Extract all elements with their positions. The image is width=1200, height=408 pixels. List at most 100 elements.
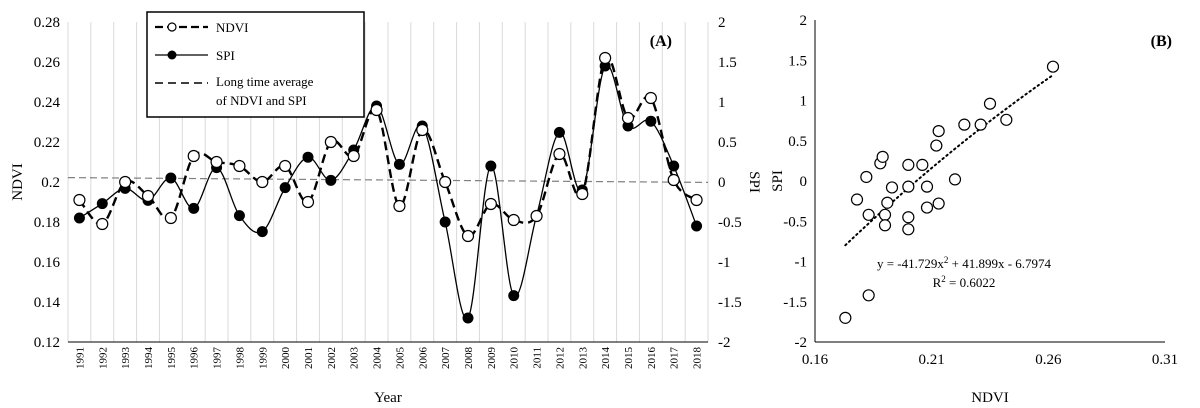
- a-y2-tick-label: -2: [718, 335, 731, 351]
- a-x-tick-label: 2009: [486, 347, 498, 370]
- chart-b: -2 -1.5 -1 -0.5 0 0.5 1 1.5 2 0.16 0.21 0.26 0.31 ND…: [770, 13, 1178, 406]
- b-x-axis-title: NDVI: [971, 390, 1009, 406]
- a-spi-point: [73, 212, 85, 224]
- b-point: [902, 223, 915, 236]
- b-point: [920, 201, 934, 214]
- b-point: [878, 208, 892, 221]
- a-y-tick-label: 0.14: [34, 295, 61, 311]
- b-x-tick-label: 0.26: [1035, 352, 1062, 368]
- a-spi-point: [439, 216, 451, 228]
- a-ndvi-point: [599, 51, 612, 65]
- a-legend-box: [146, 11, 365, 118]
- a-ndvi-point: [644, 91, 657, 105]
- a-ndvi-line: [78, 55, 698, 238]
- a-ndvi-point: [233, 159, 246, 173]
- b-y-axis-title: SPI: [770, 170, 786, 192]
- a-y2-tick-label: 1.5: [718, 55, 737, 71]
- a-y2-tick-label: 0.5: [718, 135, 737, 151]
- a-ndvi-point: [73, 193, 86, 207]
- a-average-line-path: [67, 177, 709, 183]
- b-equation-part2: + 41.899x - 6.7974: [948, 256, 1051, 271]
- a-y-tick-label: 0.18: [34, 215, 60, 231]
- b-r2-label: R: [933, 275, 942, 290]
- b-equation: y = -41.729x2 + 41.899x - 6.7974: [877, 255, 1052, 271]
- a-ndvi-point: [301, 195, 315, 209]
- b-y-tick-label: 1.5: [788, 53, 807, 69]
- b-equation-part1: y = -41.729x: [877, 256, 944, 271]
- b-y-tick-label: 1: [800, 94, 808, 110]
- a-x-tick-label: 1995: [166, 347, 178, 370]
- b-r2-value: = 0.6022: [946, 275, 996, 290]
- a-spi-point: [96, 198, 108, 210]
- a-spi-point: [485, 160, 497, 172]
- a-spi-point: [188, 202, 200, 214]
- a-x-tick-label: 2001: [303, 347, 315, 369]
- a-y-axis-title: NDVI: [10, 163, 26, 201]
- a-y-tick-label: 0.16: [34, 255, 61, 271]
- a-x-tick-label: 2006: [417, 347, 429, 370]
- b-point: [958, 118, 971, 131]
- b-point: [932, 124, 945, 138]
- a-ndvi-point: [256, 175, 269, 189]
- a-spi-point: [302, 151, 314, 163]
- b-y-tick-label: 0: [800, 174, 808, 190]
- a-ndvi-point: [461, 229, 475, 243]
- a-spi-point: [553, 126, 565, 138]
- a-ndvi-point: [164, 211, 177, 225]
- a-y-tick-label: 0.2: [41, 175, 60, 191]
- a-spi-point: [462, 312, 474, 324]
- a-y-tick-label: 0.26: [34, 55, 61, 71]
- a-legend-spi-label: SPI: [216, 48, 235, 63]
- a-y2-tick-label: -1: [718, 255, 731, 271]
- b-x-tick-label: 0.31: [1152, 352, 1178, 368]
- b-point: [850, 193, 864, 206]
- b-point: [902, 211, 915, 224]
- a-x-tick-label: 1992: [97, 347, 109, 369]
- b-x-tick-label: 0.21: [919, 352, 945, 368]
- a-x-tick-label: 2002: [326, 347, 338, 369]
- a-x-tick-label: 1993: [120, 347, 132, 370]
- a-x-tick-label: 2004: [372, 347, 384, 370]
- a-x-tick-label: 2008: [463, 347, 475, 370]
- a-ndvi-point: [484, 197, 497, 211]
- a-x-tick-label: 2005: [394, 347, 406, 370]
- a-ndvi-point: [530, 209, 543, 223]
- b-point: [974, 118, 987, 131]
- a-tick-labels: 0.12 0.14 0.16 0.18 0.2 0.22 0.24 0.26 0.28 -2 -1.…: [34, 15, 742, 369]
- a-series-points: [73, 51, 703, 324]
- b-r-squared: R2 = 0.6022: [933, 274, 996, 290]
- a-x-tick-label: 1994: [143, 347, 155, 370]
- a-ndvi-point: [347, 149, 360, 163]
- a-ndvi-point: [141, 189, 155, 203]
- a-legend-average-label-line1: Long time average: [216, 74, 314, 89]
- b-point: [932, 197, 945, 210]
- b-point: [983, 97, 997, 110]
- b-point: [902, 180, 915, 193]
- b-point: [860, 170, 873, 184]
- a-x-tick-label: 2000: [280, 347, 292, 370]
- a-ndvi-point: [370, 103, 383, 117]
- a-x-tick-label: 1998: [234, 347, 246, 370]
- a-y2-tick-label: 1: [718, 95, 726, 111]
- a-spi-point: [393, 158, 405, 170]
- b-point: [948, 173, 962, 186]
- b-point: [920, 180, 934, 193]
- a-y2-axis-title: SPI: [746, 171, 762, 193]
- b-r2-exp: 2: [941, 274, 946, 284]
- a-x-tick-label: 2015: [623, 347, 635, 370]
- b-point: [839, 311, 852, 324]
- b-y-tick-label: -2: [795, 335, 808, 351]
- b-y-tick-label: 0.5: [788, 134, 807, 150]
- a-x-tick-label: 1991: [74, 347, 86, 369]
- a-ndvi-point: [187, 149, 200, 163]
- b-point: [930, 139, 943, 152]
- b-scatter-points: [839, 60, 1060, 324]
- a-y-tick-label: 0.24: [34, 95, 61, 111]
- a-ndvi-point: [210, 155, 223, 169]
- a-ndvi-point: [507, 213, 520, 227]
- a-ndvi-point: [553, 147, 566, 161]
- a-ndvi-point: [324, 135, 337, 149]
- a-average-line: [67, 177, 709, 183]
- a-x-tick-label: 2018: [692, 347, 704, 370]
- a-spi-point: [645, 115, 657, 127]
